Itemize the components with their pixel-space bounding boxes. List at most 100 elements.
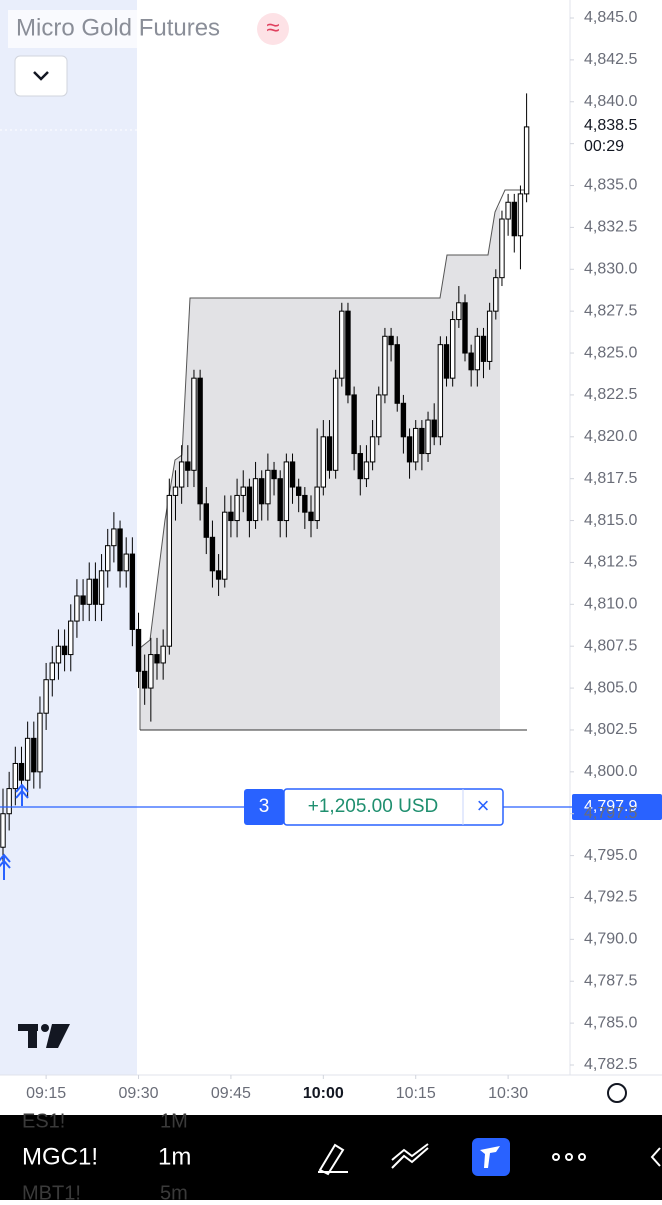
position-price: 4,797.9 [584,798,637,815]
candle-body [228,511,234,522]
candle-body [523,126,530,195]
back-arrow[interactable] [650,1147,661,1167]
candle-body [480,335,487,362]
candle-body [271,469,277,480]
candle-body [505,201,511,220]
candle-body [443,344,450,379]
y-tick-label: 4,785.0 [584,1014,637,1031]
next-symbol[interactable]: MBT1! [22,1182,81,1204]
candle-body [511,201,517,237]
candle-body [320,436,327,488]
y-tick-label: 4,782.5 [584,1056,637,1073]
draw-tool[interactable] [318,1143,348,1176]
x-tick-label: 10:30 [488,1085,528,1102]
candle-body [31,737,37,773]
y-tick-label: 4,812.5 [584,554,637,571]
close-position[interactable]: × [477,793,490,818]
candle-body [425,419,431,455]
candle-body [240,486,246,496]
drawing-area [140,205,500,730]
y-tick-label: 4,820.0 [584,428,637,445]
candle-body [474,335,481,371]
candle-body [148,654,154,689]
candle-body [339,310,345,379]
y-tick-label: 4,835.0 [584,177,637,194]
candle-body [456,302,462,321]
prev-symbol[interactable]: ES1! [22,1110,65,1132]
candle-body [191,377,197,471]
candle-body [172,486,179,496]
y-tick-label: 4,822.5 [584,386,637,403]
y-tick-label: 4,795.0 [584,847,637,864]
y-tick-label: 4,830.0 [584,260,637,277]
candle-body [332,377,339,471]
y-tick-label: 4,842.5 [584,51,637,68]
candle-body [98,570,105,605]
y-tick-label: 4,805.0 [584,679,637,696]
candle-body [86,578,92,605]
candle-body [437,344,444,438]
candle-body [493,277,499,312]
candle-body [43,679,49,714]
symbol[interactable]: MGC1! [22,1143,98,1170]
candle-body [376,394,382,438]
candle-body [382,335,388,396]
candles [0,93,530,864]
candle-body [406,436,413,463]
interval[interactable]: 1m [158,1143,191,1170]
candle-body [400,402,407,438]
price-axis: 4,845.04,842.54,840.04,837.54,835.04,832… [570,9,662,1073]
candle-body [215,570,222,580]
buy-markers [0,783,29,880]
candle-body [185,461,191,471]
next-interval[interactable]: 5m [160,1182,188,1204]
y-tick-label: 4,800.0 [584,763,637,780]
candle-body [252,478,259,522]
candle-body [314,486,320,522]
candle-body [449,319,456,379]
prev-interval[interactable]: 1M [160,1110,188,1132]
candle-body [0,813,6,848]
candle-body [92,578,99,605]
pnl-bg [283,788,504,826]
candle-body [289,461,296,488]
candle-body [517,193,524,237]
quantity-bg [244,789,284,826]
candle-body [283,461,290,522]
candle-body [462,302,468,354]
candle-body [68,620,74,656]
candle-body [369,436,376,463]
candle-body [302,494,308,513]
candle-body [111,528,117,547]
toolbar [0,1115,662,1200]
x-tick-label: 10:15 [396,1085,436,1102]
candle-body [265,469,271,505]
candle-body [6,788,12,815]
title-bg [8,10,290,48]
y-tick-label: 4,807.5 [584,637,637,654]
last-price: 4,838.5 [584,117,637,134]
candle-body [117,528,123,572]
candle-body [363,461,370,480]
candle-body [486,310,493,362]
collapse-button[interactable] [14,55,68,97]
x-tick-label: 09:15 [26,1085,66,1102]
indicator-tool[interactable] [391,1143,429,1169]
candle-body [166,494,173,647]
candle-body [388,335,394,346]
y-tick-label: 4,832.5 [584,219,637,236]
y-tick-label: 4,802.5 [584,721,637,738]
candle-body [105,545,111,572]
badge-bg [257,13,289,45]
y-tick-label: 4,787.5 [584,972,637,989]
trade-button[interactable] [472,1138,510,1176]
candle-body [326,436,333,471]
time-axis: 09:15 09:30 09:45 10:00 10:15 10:30 [26,1075,528,1102]
settings-icon[interactable] [607,1083,627,1103]
last-price-bg [574,112,662,159]
more-button[interactable] [552,1153,586,1161]
candle-body [246,486,253,522]
trade-icon [480,1146,500,1168]
candle-body [295,486,302,496]
